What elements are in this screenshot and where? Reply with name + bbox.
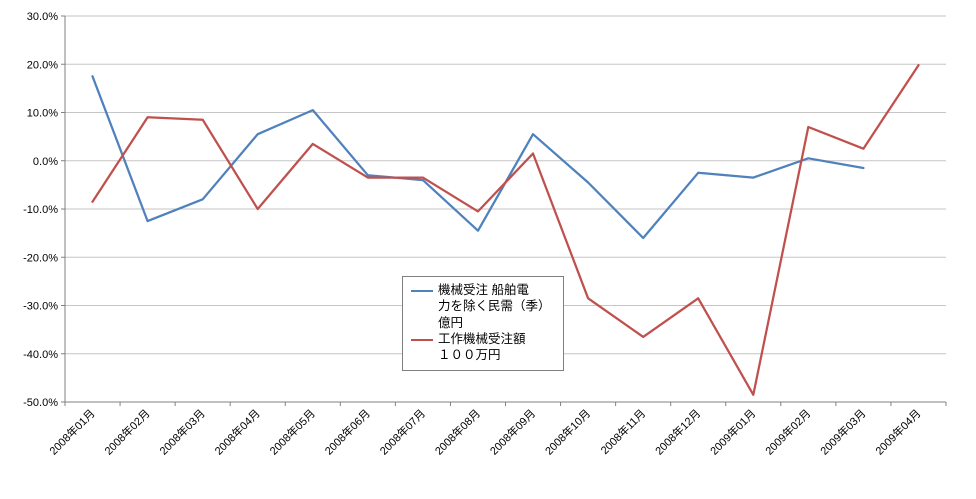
- series-line-0: [91, 75, 865, 240]
- x-axis-label: 2008年02月: [101, 406, 152, 457]
- x-axis-label: 2008年03月: [156, 406, 207, 457]
- y-axis-label: -10.0%: [23, 204, 58, 216]
- x-axis-label: 2009年04月: [872, 406, 923, 457]
- x-axis-label: 2008年09月: [487, 406, 538, 457]
- series1-line-swatch: [411, 290, 433, 292]
- series-line-1: [91, 64, 920, 396]
- x-axis-label: 2008年12月: [652, 406, 703, 457]
- y-axis-label: -50.0%: [23, 397, 58, 409]
- y-axis-label: 10.0%: [27, 108, 58, 120]
- x-axis-label: 2008年04月: [211, 406, 262, 457]
- legend-item-machinery-orders: 機械受注 船舶電 力を除く民需（季） 億円: [411, 282, 551, 331]
- x-axis-label: 2008年10月: [542, 406, 593, 457]
- y-axis-label: -30.0%: [23, 301, 58, 313]
- y-axis-label: 30.0%: [27, 11, 58, 23]
- y-axis-label: 0.0%: [33, 156, 58, 168]
- y-axis-label: -20.0%: [23, 252, 58, 264]
- y-axis-label: 20.0%: [27, 59, 58, 71]
- x-axis-label: 2008年11月: [597, 406, 648, 457]
- x-axis-label: 2008年07月: [377, 406, 428, 457]
- x-axis-label: 2008年08月: [432, 406, 483, 457]
- series1-label: 機械受注 船舶電 力を除く民需（季） 億円: [438, 283, 551, 330]
- series2-label: 工作機械受注額 １００万円: [438, 331, 526, 362]
- legend-item-machine-tool-orders: 工作機械受注額 １００万円: [411, 331, 551, 364]
- y-axis-label: -40.0%: [23, 349, 58, 361]
- x-axis-label: 2008年06月: [322, 406, 373, 457]
- chart-legend: 機械受注 船舶電 力を除く民需（季） 億円 工作機械受注額 １００万円: [402, 276, 564, 372]
- x-axis-label: 2009年01月: [707, 406, 758, 457]
- x-axis-label: 2008年05月: [266, 406, 317, 457]
- x-axis-label: 2009年03月: [817, 406, 868, 457]
- x-axis-label: 2009年02月: [762, 406, 813, 457]
- x-axis-label: 2008年01月: [46, 406, 97, 457]
- series2-line-swatch: [411, 338, 433, 341]
